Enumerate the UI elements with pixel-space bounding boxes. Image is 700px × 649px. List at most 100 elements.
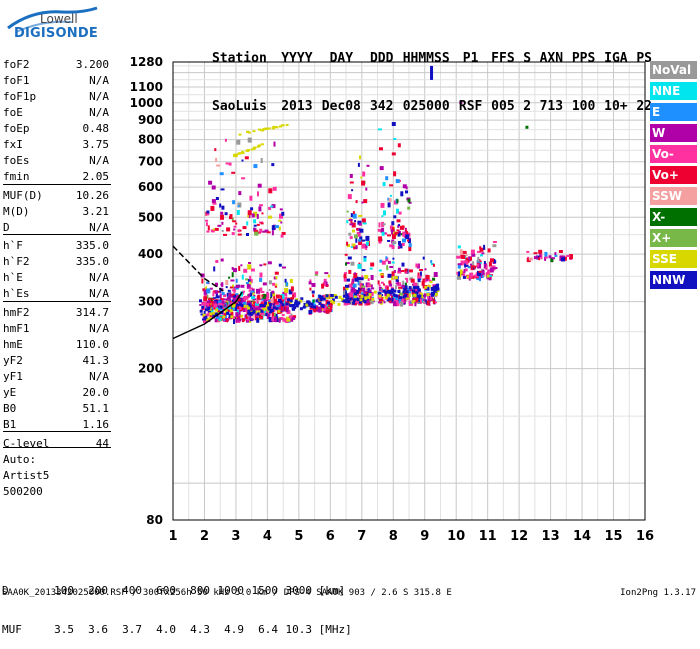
param-row-foe: foE N/A <box>3 105 109 121</box>
echo-point <box>206 301 211 304</box>
echo-point <box>398 286 403 289</box>
header-row2-3: 342 <box>369 99 394 114</box>
echo-point <box>332 301 336 305</box>
echo-point <box>388 280 392 285</box>
echo-point <box>418 294 422 298</box>
echo-point <box>392 241 397 245</box>
echo-point <box>249 309 254 313</box>
echo-point <box>331 298 335 302</box>
echo-point <box>224 212 228 216</box>
echo-point <box>277 298 281 302</box>
echo-point <box>426 286 430 290</box>
echo-point <box>371 297 375 301</box>
echo-point <box>465 257 470 262</box>
echo-point <box>477 270 481 276</box>
echo-point <box>234 287 239 290</box>
echo-point <box>356 289 360 294</box>
header-row1-9: PPS <box>571 51 596 66</box>
echo-point <box>295 304 299 308</box>
echo-point <box>274 225 279 229</box>
echo-point <box>413 293 417 297</box>
echo-point <box>268 280 272 285</box>
echo-point <box>392 227 395 232</box>
echo-point <box>370 284 373 288</box>
echo-point <box>393 171 397 177</box>
header-row1-7: S <box>523 51 532 66</box>
echo-point <box>282 306 284 312</box>
echo-point <box>349 283 352 287</box>
param-divider <box>3 430 111 432</box>
echo-points <box>199 65 573 324</box>
echo-point <box>352 298 356 302</box>
echo-point <box>268 206 272 210</box>
echo-point <box>242 307 247 312</box>
echo-point <box>285 301 290 304</box>
echo-point <box>272 302 274 305</box>
echo-point <box>342 294 346 298</box>
echo-point <box>260 302 264 305</box>
echo-point <box>398 211 402 215</box>
echo-point <box>423 299 426 302</box>
echo-point <box>248 215 251 219</box>
echo-point <box>391 271 395 277</box>
echo-point <box>321 283 325 289</box>
echo-point <box>346 210 349 213</box>
echo-point <box>346 220 349 224</box>
echo-point <box>230 311 234 317</box>
echo-point <box>399 179 401 182</box>
echo-point <box>409 289 413 291</box>
echo-point <box>379 259 383 263</box>
echo-point <box>228 292 232 298</box>
echo-point <box>220 298 224 301</box>
echo-point <box>210 229 215 233</box>
echo-point <box>271 225 275 231</box>
echo-point <box>426 300 430 306</box>
param-label: B1 <box>3 418 17 431</box>
echo-point <box>402 295 406 299</box>
echo-point <box>230 305 233 311</box>
echo-point <box>333 294 337 297</box>
echo-point <box>240 152 244 155</box>
echo-point <box>424 279 427 283</box>
header-row2-5: RSF <box>458 99 483 114</box>
x-tick-label: 5 <box>294 529 303 544</box>
logo-text-lowell: Lowell <box>40 12 78 26</box>
echo-point <box>433 272 438 277</box>
echo-point <box>397 270 402 274</box>
echo-point <box>412 289 415 293</box>
echo-point <box>228 306 231 310</box>
echo-point <box>526 258 531 263</box>
echo-point <box>415 296 419 302</box>
echo-point <box>264 128 267 130</box>
y-tick-label: 1280 <box>130 55 163 69</box>
param-label: fxI <box>3 138 23 151</box>
echo-point <box>251 301 256 305</box>
echo-point <box>463 273 466 277</box>
echo-point <box>281 211 285 216</box>
echo-point <box>345 262 347 266</box>
echo-point <box>292 317 296 320</box>
echo-point <box>426 293 430 296</box>
echo-point <box>386 286 389 291</box>
echo-point <box>362 222 367 225</box>
echo-point <box>343 290 346 296</box>
echo-point <box>300 297 304 301</box>
echo-point <box>364 296 368 300</box>
echo-point <box>251 318 254 321</box>
echo-point <box>250 290 255 293</box>
echo-point <box>397 232 401 237</box>
echo-point <box>297 301 301 305</box>
echo-point <box>460 254 465 259</box>
echo-point <box>363 256 367 259</box>
echo-point <box>405 297 410 300</box>
echo-point <box>358 295 362 298</box>
echo-point <box>379 166 384 171</box>
echo-point <box>396 199 399 204</box>
row-value: 3000 <box>285 584 313 597</box>
echo-point <box>355 200 358 204</box>
echo-point <box>423 293 426 299</box>
echo-point <box>281 303 285 307</box>
echo-point <box>356 227 361 231</box>
legend-item-ssw: SSW <box>650 187 697 205</box>
echo-point <box>240 304 244 307</box>
